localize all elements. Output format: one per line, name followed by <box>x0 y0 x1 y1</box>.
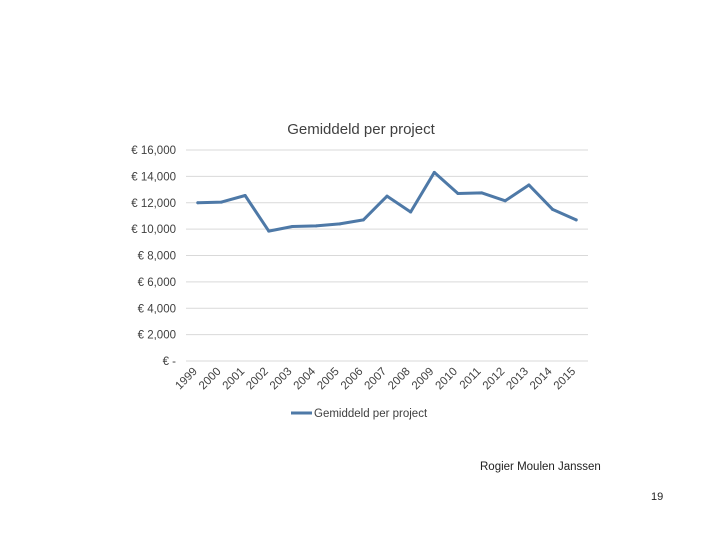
page-number: 19 <box>651 491 664 503</box>
x-tick-label: 2005 <box>315 366 342 393</box>
data-point <box>409 210 413 214</box>
y-tick-label: € 2,000 <box>138 330 176 342</box>
x-tick-label: 2003 <box>268 366 295 393</box>
y-tick-label: € 6,000 <box>138 277 176 289</box>
chart-title: Gemiddeld per project <box>287 121 435 138</box>
x-tick-label: 2001 <box>221 366 248 393</box>
y-tick-label: € 4,000 <box>138 303 176 315</box>
x-axis-tick-labels: 1999200020012002200320042005200620072008… <box>173 365 578 392</box>
x-tick-label: 2011 <box>458 366 484 392</box>
data-point <box>314 224 318 228</box>
x-tick-label: 2000 <box>197 366 224 393</box>
data-point <box>361 218 365 222</box>
data-point <box>574 218 578 222</box>
data-point <box>551 207 555 211</box>
x-tick-label: 2004 <box>292 365 319 392</box>
y-axis-tick-labels: € 16,000 € 14,000 € 12,000 € 10,000 € 8,000 €… <box>131 145 176 368</box>
author-name: Rogier Moulen Janssen <box>480 461 601 473</box>
data-point <box>503 199 507 203</box>
x-tick-label: 2008 <box>386 366 413 393</box>
data-point <box>196 201 200 205</box>
y-tick-label: € 14,000 <box>131 171 176 183</box>
x-tick-label: 2002 <box>244 366 271 393</box>
legend-label: Gemiddeld per project <box>314 408 428 420</box>
x-tick-label: 2015 <box>552 366 579 393</box>
x-tick-label: 2006 <box>339 366 366 393</box>
data-point <box>267 229 271 233</box>
data-point <box>243 193 247 197</box>
y-tick-label: € 10,000 <box>131 224 176 236</box>
gridlines <box>186 149 588 362</box>
series-line <box>196 170 578 233</box>
y-tick-label: € 16,000 <box>131 145 176 157</box>
series-group <box>196 170 578 233</box>
data-point <box>338 222 342 226</box>
y-tick-label: € - <box>163 356 177 368</box>
y-tick-label: € 12,000 <box>131 198 176 210</box>
x-tick-label: 2009 <box>410 366 437 393</box>
data-point <box>219 200 223 204</box>
x-tick-label: 2013 <box>504 366 531 393</box>
data-point <box>480 191 484 195</box>
x-tick-label: 2014 <box>528 365 555 392</box>
x-tick-label: 1999 <box>173 366 200 393</box>
data-point <box>527 183 531 187</box>
x-tick-label: 2012 <box>481 366 508 393</box>
x-tick-label: 2007 <box>363 366 390 393</box>
data-point <box>290 224 294 228</box>
data-point <box>432 170 436 174</box>
x-tick-label: 2010 <box>433 366 460 393</box>
data-point <box>456 192 460 196</box>
legend: Gemiddeld per project <box>291 408 428 420</box>
data-point <box>385 194 389 198</box>
y-tick-label: € 8,000 <box>138 251 176 263</box>
